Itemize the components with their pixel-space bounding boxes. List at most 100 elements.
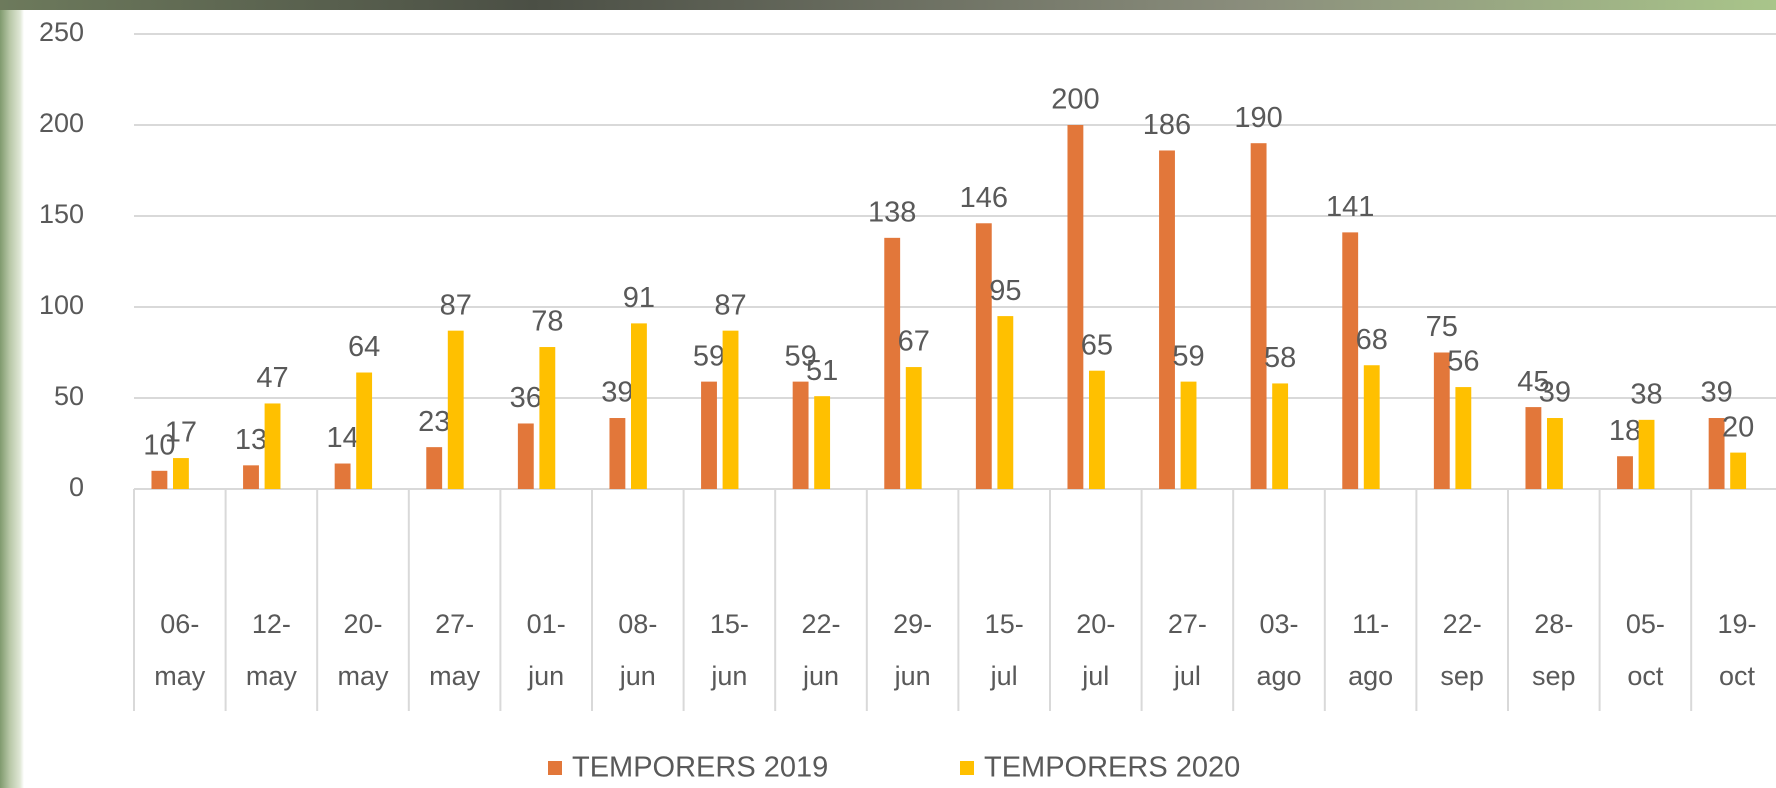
data-label: 18 [1609,415,1641,447]
data-label: 138 [868,196,916,228]
x-tick-label: 27-may [429,609,481,691]
x-tick-label: 15-jun [709,609,749,691]
bar [1708,418,1725,489]
bar [1638,419,1655,489]
x-tick-label: 20-jul [1076,609,1116,691]
y-tick-label: 0 [69,472,84,502]
bar [1089,370,1105,489]
data-label: 13 [235,424,267,456]
data-label: 200 [1051,84,1099,116]
bar [1617,456,1633,489]
x-tick-label: 08-jun [618,609,658,691]
y-tick-label: 100 [39,290,84,320]
data-label: 17 [165,417,197,449]
bar [517,423,534,489]
data-label: 59 [784,340,816,372]
x-tick-label: 19-oct [1717,609,1757,691]
x-tick-label: 12-may [245,609,297,691]
bar [609,418,626,489]
bar [1730,452,1747,489]
data-label: 68 [1356,324,1388,356]
x-tick-label: 06-may [154,609,206,691]
data-label: 39 [1700,377,1732,409]
x-tick-label: 01-jun [526,609,566,691]
data-label: 20 [1722,411,1754,443]
y-tick-label: 150 [39,199,84,229]
bar [334,463,351,489]
data-label: 91 [623,282,655,314]
bar [447,330,464,489]
bar [173,458,189,489]
y-tick-label: 250 [39,17,84,47]
bar [792,381,809,489]
bar [1159,150,1175,490]
bar [905,367,922,489]
bar [1180,381,1197,489]
x-tick-label: 22-jun [801,609,841,691]
y-tick-label: 200 [39,108,84,138]
bar [1433,352,1450,489]
bar [1455,387,1472,489]
data-label: 190 [1234,102,1282,134]
legend-swatch [548,761,562,775]
bar [1250,143,1267,489]
x-tick-label: 22-sep [1440,609,1484,691]
bar [1272,383,1289,489]
x-tick-label: 28-sep [1532,609,1576,691]
bar [264,403,281,489]
data-label: 58 [1264,342,1296,374]
data-label: 65 [1081,329,1113,361]
bar [426,447,443,489]
data-label: 141 [1326,191,1374,223]
x-tick-label: 27-jul [1167,609,1207,691]
x-tick-label: 29-jun [893,609,933,691]
bar [243,465,259,489]
x-tick-label: 11-ago [1348,609,1394,691]
data-label: 87 [440,289,472,321]
data-label: 47 [256,362,288,394]
bar [1363,365,1380,489]
data-label: 78 [531,306,563,338]
bar [722,330,739,489]
data-label: 75 [1426,311,1458,343]
data-label: 45 [1517,366,1549,398]
bar [151,470,168,489]
data-label: 186 [1143,109,1191,141]
y-tick-label: 50 [54,381,84,411]
data-label: 146 [960,182,1008,214]
data-label: 39 [1539,377,1571,409]
x-tick-label: 20-may [337,609,389,691]
data-label: 14 [326,422,358,454]
bar [631,323,647,489]
bar [539,347,556,489]
data-label: 67 [898,326,930,358]
data-label: 51 [806,355,838,387]
data-label: 59 [1172,340,1204,372]
legend-label: TEMPORERS 2019 [572,752,828,784]
data-label: 59 [693,340,725,372]
legend-label: TEMPORERS 2020 [984,752,1240,784]
data-label: 95 [989,275,1021,307]
bar [975,223,992,489]
bar [814,396,831,489]
data-label: 23 [418,406,450,438]
x-tick-label: 15-jul [984,609,1024,691]
data-label: 39 [601,377,633,409]
data-label: 64 [348,331,380,363]
data-label: 36 [510,382,542,414]
x-tick-label: 03-ago [1256,609,1302,691]
bar [884,237,901,489]
bar [1525,407,1542,489]
bar [997,316,1014,489]
bar [701,381,717,489]
x-tick-label: 05-oct [1625,609,1665,691]
bar [1067,125,1084,489]
bar [1342,232,1359,489]
data-label: 87 [714,289,746,321]
legend-swatch [960,761,974,775]
photo-strip [0,0,1776,10]
data-label: 10 [143,429,175,461]
data-label: 38 [1630,378,1662,410]
